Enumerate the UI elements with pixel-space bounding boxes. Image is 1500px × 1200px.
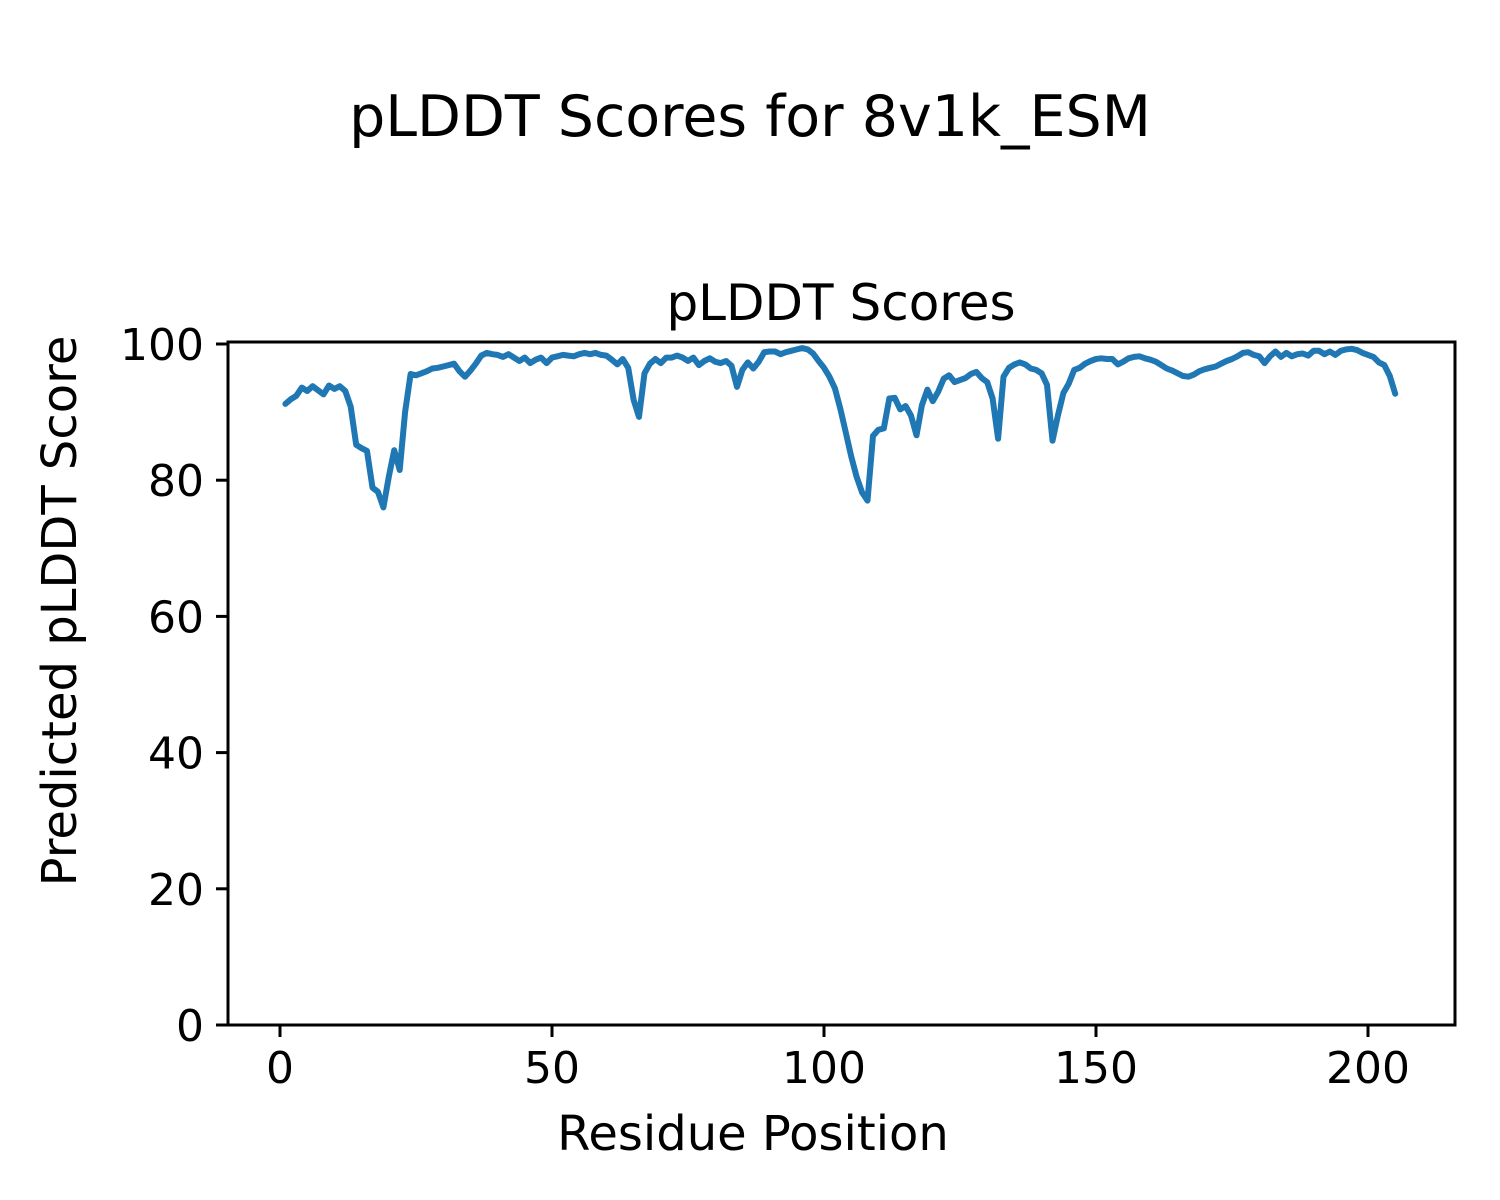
y-tick-label: 0 <box>176 1001 204 1052</box>
plddt-score-line <box>282 345 1399 511</box>
x-axis-label: Residue Position <box>557 1106 949 1162</box>
x-tick-label: 0 <box>266 1043 294 1094</box>
y-tick-label: 40 <box>148 729 204 780</box>
y-tick-label: 100 <box>120 320 204 371</box>
x-tick-label: 50 <box>524 1043 580 1094</box>
y-axis-label: Predicted pLDDT Score <box>32 336 88 887</box>
axes-title: pLDDT Scores <box>666 274 1015 332</box>
y-tick-label: 80 <box>148 456 204 507</box>
y-tick-label: 60 <box>148 592 204 643</box>
figure-title: pLDDT Scores for 8v1k_ESM <box>349 84 1151 150</box>
x-tick-label: 200 <box>1326 1043 1410 1094</box>
plot-frame <box>226 340 1457 1027</box>
x-axis-ticks: 0 50 100 150 200 <box>266 1025 1410 1094</box>
x-tick-label: 150 <box>1054 1043 1138 1094</box>
y-axis-ticks: 0 20 40 60 80 100 <box>120 320 228 1052</box>
y-tick-label: 20 <box>148 865 204 916</box>
x-tick-label: 100 <box>782 1043 866 1094</box>
